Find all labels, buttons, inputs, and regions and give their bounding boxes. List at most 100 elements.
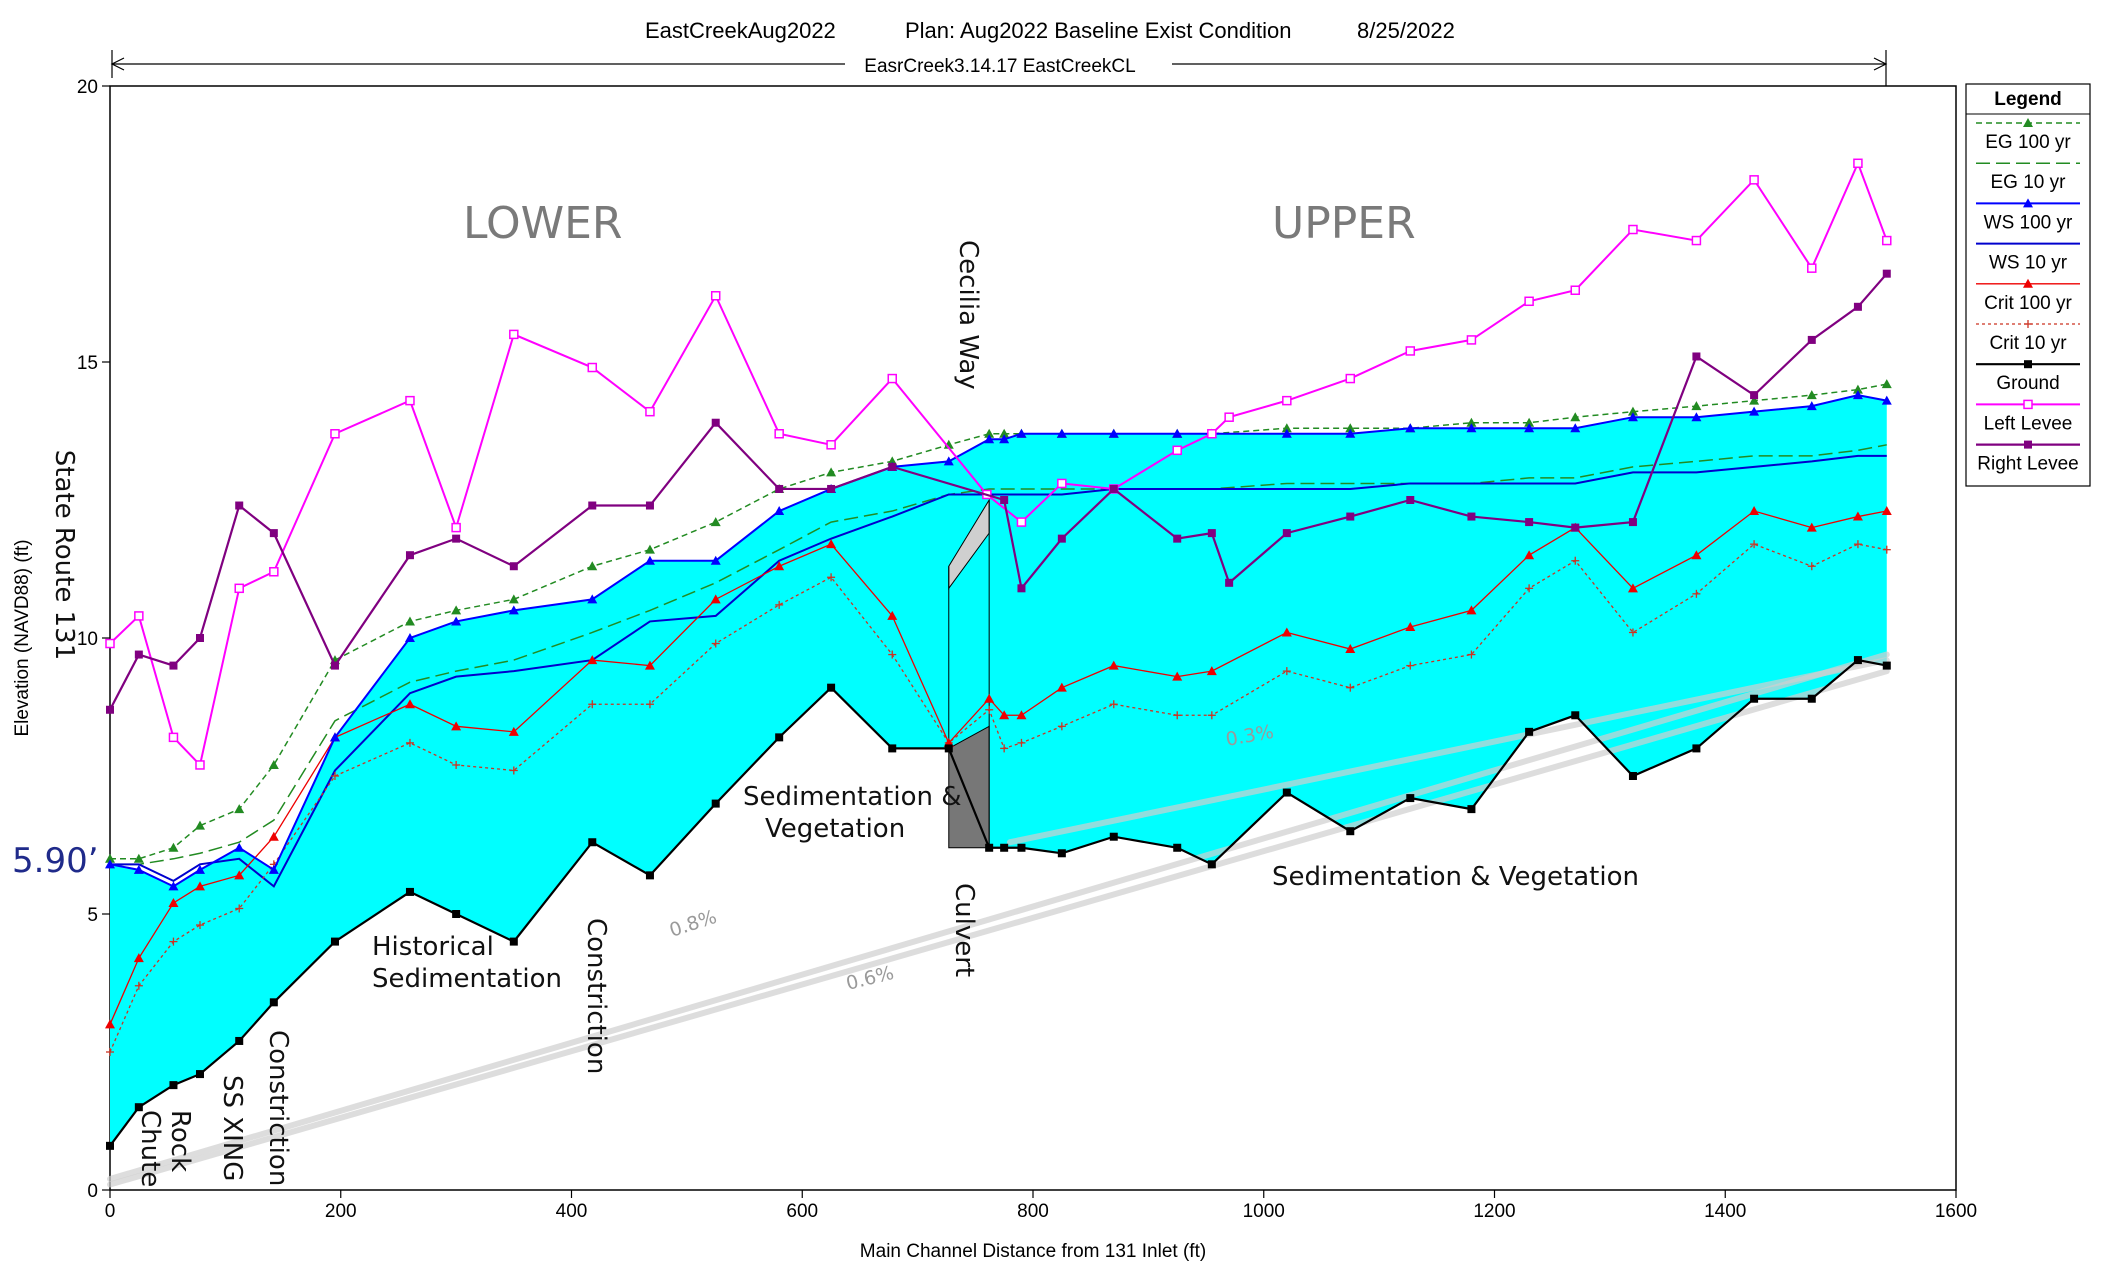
point-ground-21: [1110, 833, 1118, 841]
point-right_levee-28: [1571, 524, 1579, 532]
legend-marker-ground: [2024, 360, 2032, 368]
point-right_levee-25: [1406, 496, 1414, 504]
point-right_levee-14: [827, 485, 835, 493]
legend-label-eg100: EG 100 yr: [1985, 132, 2071, 153]
point-eg100-31: [1691, 401, 1701, 410]
point-ground-35: [1883, 662, 1891, 670]
point-left_levee-27: [1525, 297, 1533, 305]
point-ground-11: [646, 871, 654, 879]
point-left_levee-8: [452, 524, 460, 532]
point-right_levee-3: [196, 634, 204, 642]
annotation-constriction-mid: Constriction: [581, 918, 611, 1074]
point-ground-14: [827, 684, 835, 692]
legend-marker-left_levee: [2024, 400, 2032, 408]
x-tick-label-4: 800: [1017, 1201, 1049, 1222]
point-right_levee-22: [1225, 579, 1233, 587]
point-ground-20: [1058, 849, 1066, 857]
point-left_levee-18: [1058, 479, 1066, 487]
point-right_levee-23: [1283, 529, 1291, 537]
point-right_levee-8: [452, 535, 460, 543]
plan-label: Plan: Aug2022 Baseline Exist Condition: [905, 18, 1291, 43]
point-right_levee-26: [1467, 513, 1475, 521]
point-eg100-29: [1570, 412, 1580, 421]
point-right_levee-4: [235, 502, 243, 510]
annotation-rock: Rock: [165, 1110, 195, 1172]
point-left_levee-33: [1854, 159, 1862, 167]
point-ground-0: [106, 1142, 114, 1150]
point-right_levee-9: [510, 562, 518, 570]
x-tick-label-5: 1000: [1243, 1201, 1285, 1222]
point-ground-7: [406, 888, 414, 896]
point-left_levee-11: [646, 408, 654, 416]
point-left_levee-13: [775, 430, 783, 438]
annotation-ss-xing: SS XING: [217, 1075, 247, 1181]
reach-label: EasrCreek3.14.17 EastCreekCL: [864, 56, 1135, 77]
point-left_levee-24: [1346, 375, 1354, 383]
point-right_levee-29: [1629, 518, 1637, 526]
x-tick-label-1: 200: [325, 1201, 357, 1222]
point-right_levee-7: [406, 551, 414, 559]
point-ground-27: [1467, 805, 1475, 813]
point-left_levee-32: [1808, 264, 1816, 272]
point-left_levee-3: [196, 761, 204, 769]
point-left_levee-15: [888, 375, 896, 383]
annotation-sed-veg-lower-2: Vegetation: [765, 814, 905, 844]
legend: Legend EG 100 yrEG 10 yrWS 100 yrWS 10 y…: [1966, 84, 2090, 486]
x-axis-title: Main Channel Distance from 131 Inlet (ft…: [860, 1241, 1206, 1262]
point-crit100-5: [269, 832, 279, 841]
point-left_levee-6: [331, 430, 339, 438]
legend-label-eg10: EG 10 yr: [1991, 172, 2067, 193]
point-left_levee-30: [1692, 237, 1700, 245]
legend-label-ws100: WS 100 yr: [1984, 212, 2073, 233]
water-fill-area: [110, 395, 1887, 1146]
point-right_levee-5: [270, 529, 278, 537]
point-ground-32: [1750, 695, 1758, 703]
point-left_levee-2: [169, 733, 177, 741]
point-left_levee-20: [1173, 446, 1181, 454]
point-eg100-14: [826, 467, 836, 476]
point-right_levee-11: [646, 502, 654, 510]
legend-entry-ws100: WS 100 yr: [1976, 198, 2080, 233]
annotation-cecilia-way: Cecilia Way: [953, 240, 983, 390]
point-eg100-9: [509, 594, 519, 603]
annotation-upper: UPPER: [1272, 198, 1416, 249]
point-left_levee-22: [1225, 413, 1233, 421]
legend-label-crit100: Crit 100 yr: [1984, 293, 2072, 314]
y-tick-label-1: 5: [87, 905, 98, 926]
point-ground-26: [1406, 794, 1414, 802]
x-tick-label-2: 400: [556, 1201, 588, 1222]
legend-marker-right_levee: [2024, 441, 2032, 449]
point-right_levee-31: [1750, 391, 1758, 399]
point-ground-28: [1525, 728, 1533, 736]
point-ground-8: [452, 910, 460, 918]
point-ground-15: [888, 744, 896, 752]
point-right_levee-20: [1173, 535, 1181, 543]
point-right_levee-18: [1058, 535, 1066, 543]
point-ground-12: [712, 800, 720, 808]
point-ws100-4: [234, 843, 244, 852]
point-left_levee-21: [1208, 430, 1216, 438]
legend-entry-crit100: Crit 100 yr: [1976, 279, 2080, 314]
slope-label-0.8: 0.8%: [667, 906, 720, 942]
point-left_levee-31: [1750, 176, 1758, 184]
annotation-chute: Chute: [135, 1110, 165, 1187]
point-right_levee-33: [1854, 303, 1862, 311]
x-tick-label-7: 1400: [1704, 1201, 1746, 1222]
legend-title: Legend: [1994, 89, 2062, 110]
x-tick-label-3: 600: [786, 1201, 818, 1222]
point-right_levee-2: [169, 662, 177, 670]
point-right_levee-15: [888, 463, 896, 471]
point-left_levee-14: [827, 441, 835, 449]
point-eg100-11: [645, 545, 655, 554]
point-left_levee-34: [1883, 237, 1891, 245]
annotation-sedimentation: Sedimentation: [372, 964, 562, 994]
point-right_levee-16: [1000, 496, 1008, 504]
point-right_levee-34: [1883, 270, 1891, 278]
point-left_levee-5: [270, 568, 278, 576]
point-left_levee-26: [1467, 336, 1475, 344]
legend-entry-right_levee: Right Levee: [1976, 441, 2080, 475]
point-eg100-5: [269, 760, 279, 769]
point-ground-34: [1854, 656, 1862, 664]
y-tick-label-0: 0: [87, 1181, 98, 1202]
